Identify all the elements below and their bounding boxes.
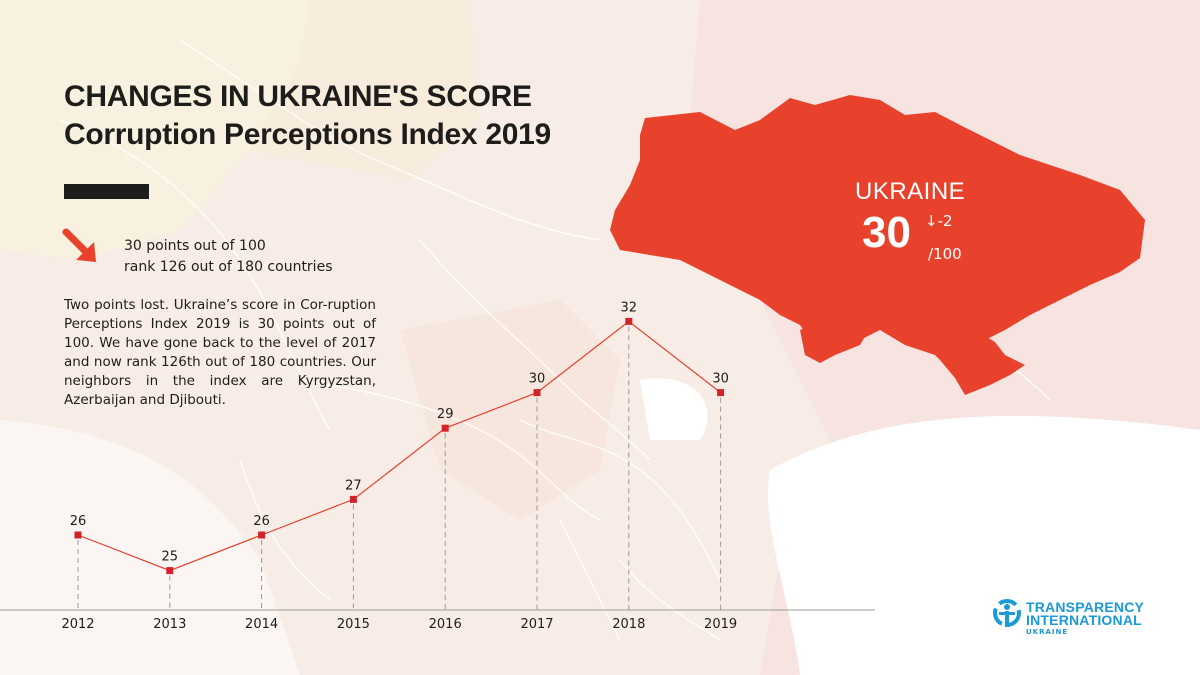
data-point [166, 567, 174, 575]
points-text: 30 points out of 100 [124, 238, 266, 254]
logo-text-line1: TRANSPARENCY [1026, 599, 1145, 615]
data-label: 25 [162, 550, 179, 565]
data-point [625, 317, 633, 325]
data-point [717, 389, 725, 397]
score-summary: 30 points out of 100 rank 126 out of 180… [124, 236, 332, 278]
map-score-max: /100 [928, 245, 962, 263]
x-tick-label: 2013 [153, 617, 186, 632]
map-score-value: 30 [862, 208, 911, 257]
data-point [258, 531, 266, 539]
x-tick-label: 2015 [337, 617, 370, 632]
data-label: 26 [70, 514, 87, 529]
data-label: 26 [253, 514, 270, 529]
data-point [533, 389, 541, 397]
x-tick-label: 2012 [61, 617, 94, 632]
data-point [349, 495, 357, 503]
title-underline-bar [64, 184, 149, 199]
arrow-down-right-icon [62, 228, 96, 262]
x-tick-label: 2018 [612, 617, 645, 632]
logo-text-line2: INTERNATIONAL [1026, 612, 1142, 628]
x-tick-label: 2017 [520, 617, 553, 632]
page-title: CHANGES IN UKRAINE'S SCORE [64, 80, 532, 113]
score-line-chart: 26 2012 25 2013 26 2014 27 2015 29 2016 30 2017 32 20… [0, 300, 875, 632]
data-label: 32 [621, 300, 638, 315]
map-country-label: UKRAINE [855, 178, 966, 205]
data-label: 27 [345, 478, 362, 493]
logo-text-line3: UKRAINE [1026, 628, 1069, 636]
series-line [77, 320, 721, 572]
description-paragraph: Two points lost. Ukraine’s score in Cor-… [64, 297, 376, 408]
x-tick-label: 2019 [704, 617, 737, 632]
transparency-international-icon [993, 599, 1021, 627]
data-point [441, 424, 449, 432]
transparency-international-logo: TRANSPARENCY INTERNATIONAL UKRAINE [992, 598, 1162, 643]
rank-text: rank 126 out of 180 countries [124, 259, 333, 275]
page-subtitle: Corruption Perceptions Index 2019 [64, 118, 551, 151]
data-label: 30 [712, 372, 729, 387]
data-label: 30 [529, 372, 546, 387]
data-label: 29 [437, 407, 454, 422]
map-score-delta: ↓-2 [925, 212, 953, 230]
x-tick-label: 2014 [245, 617, 278, 632]
data-point [74, 531, 82, 539]
x-tick-label: 2016 [429, 617, 462, 632]
